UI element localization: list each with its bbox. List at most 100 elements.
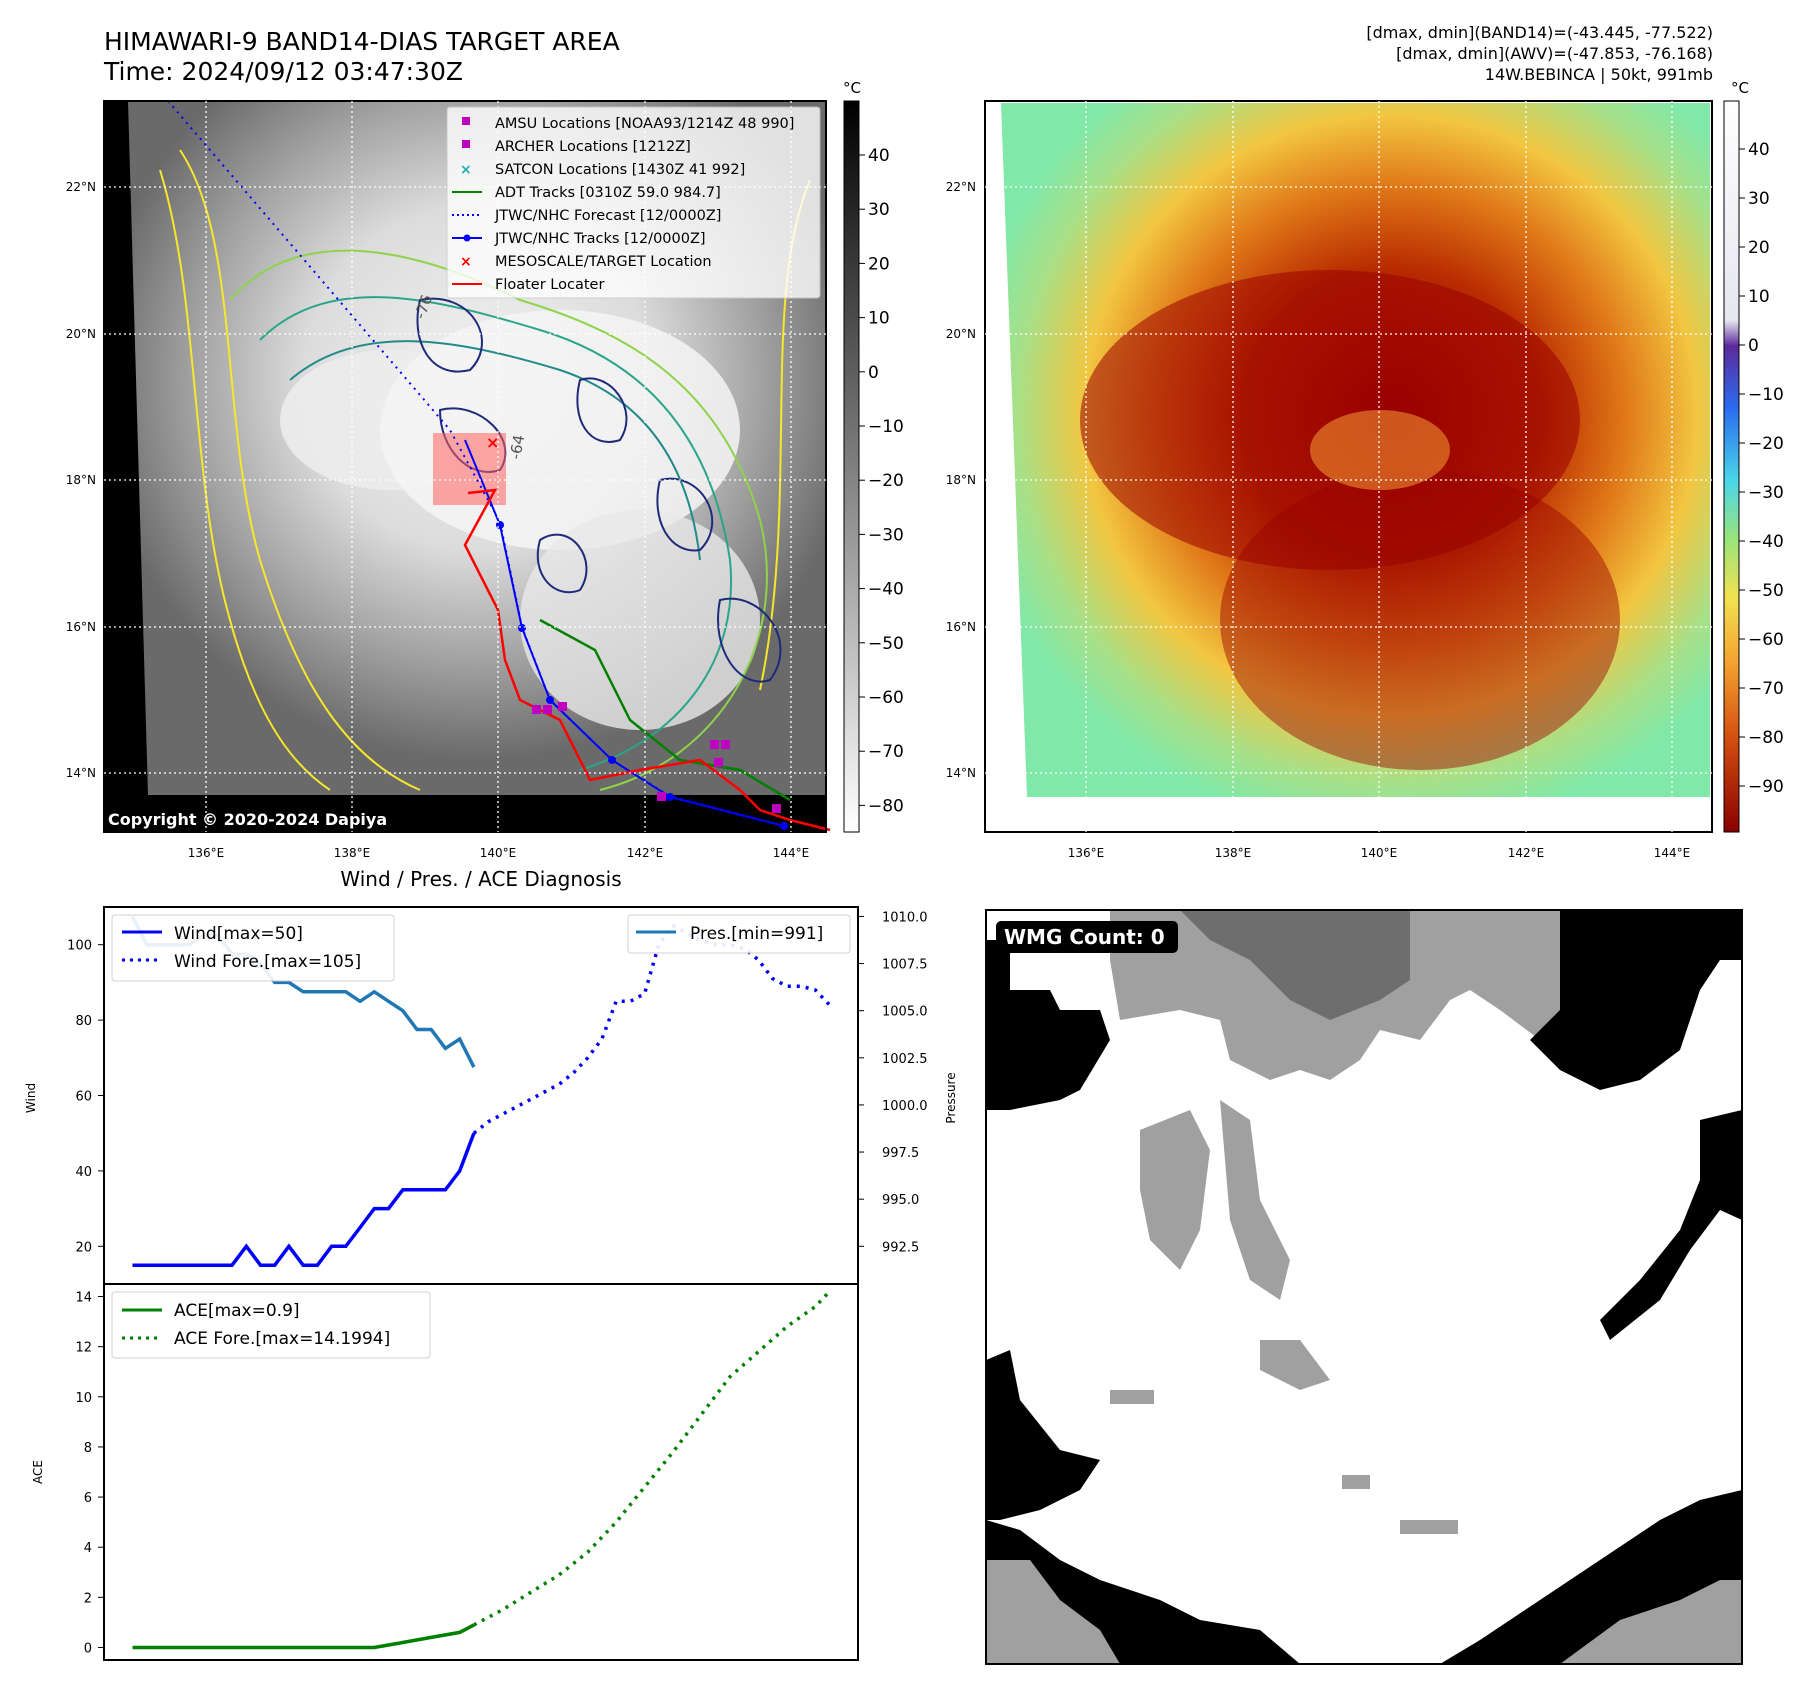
left-colorbar <box>843 100 860 833</box>
colorbar-tick-label: 10 <box>1748 287 1770 307</box>
lon-tick-label: 140°E <box>480 846 517 860</box>
lat-tick-label: 22°N <box>66 180 96 194</box>
legend-tracks: JTWC/NHC Tracks [12/0000Z] <box>494 231 706 247</box>
cloud-mass-south <box>520 510 760 730</box>
lon-tick-label: 138°E <box>1215 846 1252 860</box>
pressure-tick-label: 1010.0 <box>882 910 928 925</box>
ace-series <box>132 1290 831 1650</box>
left-lat-labels: 22°N 20°N 18°N 16°N 14°N <box>66 180 96 780</box>
colorbar-tick-label: −20 <box>868 471 904 491</box>
ace-tick-label: 2 <box>84 1591 92 1606</box>
colorbar-tick-label: 30 <box>868 200 890 220</box>
wmg-gray-bar3 <box>1400 1520 1458 1534</box>
ace-axes <box>103 1283 859 1661</box>
lon-tick-label: 142°E <box>627 846 664 860</box>
awv-core-region <box>1080 270 1580 570</box>
right-lon-labels: 136°E 138°E 140°E 142°E 144°E <box>1068 846 1691 860</box>
lat-tick-label: 20°N <box>66 327 96 341</box>
awv-eye-swirl <box>1310 410 1450 490</box>
figure-title: HIMAWARI-9 BAND14-DIAS TARGET AREA <box>104 27 620 56</box>
lat-tick-label: 18°N <box>946 473 976 487</box>
colorbar-tick-label: −50 <box>1748 581 1784 601</box>
wind-tick-label: 40 <box>75 1165 92 1180</box>
right-lat-labels: 22°N 20°N 18°N 16°N 14°N <box>946 180 976 780</box>
colorbar-tick-label: 40 <box>1748 140 1770 160</box>
wmg-gray-blob <box>1260 1340 1330 1390</box>
wmg-black-nw <box>986 940 1110 1110</box>
wind-tick-label: 20 <box>75 1240 92 1255</box>
ace-tick-label: 4 <box>84 1541 92 1556</box>
info-awv: [dmax, dmin](AWV)=(-47.853, -76.168) <box>1396 44 1713 63</box>
ace-series-line-1 <box>473 1290 831 1627</box>
colorbar-tick-label: −20 <box>1748 434 1784 454</box>
legend-wind-fore: Wind Fore.[max=105] <box>174 952 361 972</box>
colorbar-tick-label: 10 <box>868 309 890 329</box>
colorbar-tick-label: 0 <box>868 363 879 383</box>
lon-tick-label: 138°E <box>334 846 371 860</box>
lon-tick-label: 136°E <box>1068 846 1105 860</box>
lon-tick-label: 144°E <box>773 846 810 860</box>
right-map-gridlines <box>985 101 1712 832</box>
colorbar-tick-label: 30 <box>1748 189 1770 209</box>
pressure-tick-label: 1005.0 <box>882 1005 928 1020</box>
left-colorbar-unit: °C <box>843 79 861 97</box>
pressure-axis-ticks: 992.5 995.0 997.5 1000.0 1002.5 1005.0 1007.5 1… <box>858 910 928 1255</box>
left-lon-labels: 136°E 138°E 140°E 142°E 144°E <box>188 846 810 860</box>
lat-tick-label: 14°N <box>66 766 96 780</box>
awv-south-region <box>1220 470 1620 770</box>
floater-locater-track <box>463 488 831 832</box>
pressure-tick-label: 1007.5 <box>882 958 928 973</box>
legend-adt: ADT Tracks [0310Z 59.0 984.7] <box>495 185 721 201</box>
colorbar-tick-label: −70 <box>868 742 904 762</box>
right-map-panel: °C 40 30 20 10 0 −10 −20 −30 −40 −50 −60 −70 −80 −90 <box>984 79 1784 833</box>
wmg-black-ne <box>1530 910 1742 1090</box>
ace-tick-label: 6 <box>84 1491 92 1506</box>
ace-series-line-0 <box>132 1623 475 1650</box>
pressure-tick-label: 1002.5 <box>882 1052 928 1067</box>
jtwc-track-points <box>496 521 788 830</box>
pressure-tick-label: 995.0 <box>882 1193 919 1208</box>
legend-archer: ARCHER Locations [1212Z] <box>495 139 691 155</box>
legend-floater: Floater Locater <box>495 277 604 293</box>
legend-tracks-dot <box>463 234 471 242</box>
wmg-count-label: WMG Count: 0 <box>1004 925 1165 949</box>
wmg-frame <box>985 909 1743 1665</box>
ace-tick-label: 14 <box>75 1291 92 1306</box>
lat-tick-label: 22°N <box>946 180 976 194</box>
pressure-tick-label: 1000.0 <box>882 1099 928 1114</box>
diagnosis-title: Wind / Pres. / ACE Diagnosis <box>340 867 621 891</box>
lat-tick-label: 16°N <box>66 620 96 634</box>
legend-satcon-marker: × <box>460 162 472 178</box>
contour-label-b: -64 <box>506 433 528 460</box>
wind-axis-label: Wind <box>24 1083 38 1113</box>
colorbar-tick-label: 20 <box>868 254 890 274</box>
ace-legend: ACE[max=0.9] ACE Fore.[max=14.1994] <box>111 1291 431 1359</box>
colorbar-tick-label: 40 <box>868 146 890 166</box>
legend-wind: Wind[max=50] <box>174 924 303 944</box>
colorbar-tick-label: −60 <box>868 688 904 708</box>
colorbar-tick-label: −80 <box>1748 728 1784 748</box>
right-colorbar <box>1723 100 1740 833</box>
ace-axis-label: ACE <box>31 1460 45 1484</box>
colorbar-tick-label: −90 <box>1748 777 1784 797</box>
colorbar-tick-label: 0 <box>1748 336 1759 356</box>
lat-tick-label: 20°N <box>946 327 976 341</box>
pressure-tick-label: 992.5 <box>882 1240 919 1255</box>
lon-tick-label: 140°E <box>1361 846 1398 860</box>
figure-time: Time: 2024/09/12 03:47:30Z <box>103 57 463 86</box>
colorbar-tick-label: 20 <box>1748 238 1770 258</box>
lat-tick-label: 14°N <box>946 766 976 780</box>
wmg-gray-se <box>1560 1580 1742 1664</box>
left-map-frame <box>103 100 827 833</box>
wmg-count-badge <box>996 921 1178 953</box>
pressure-tick-label: 997.5 <box>882 1146 919 1161</box>
colorbar-tick-label: −40 <box>1748 532 1784 552</box>
wind-tick-label: 80 <box>75 1014 92 1029</box>
adt-track <box>539 618 791 802</box>
left-colorbar-ticks: 40 30 20 10 0 −10 −20 −30 −40 −50 −60 −70 −80 <box>859 146 904 816</box>
legend-amsu-marker <box>462 117 470 125</box>
wmg-black-east <box>1600 1110 1742 1340</box>
ace-tick-label: 8 <box>84 1441 92 1456</box>
wmg-darkgray-north <box>1180 910 1410 1020</box>
wmg-black-sw <box>986 1350 1100 1520</box>
